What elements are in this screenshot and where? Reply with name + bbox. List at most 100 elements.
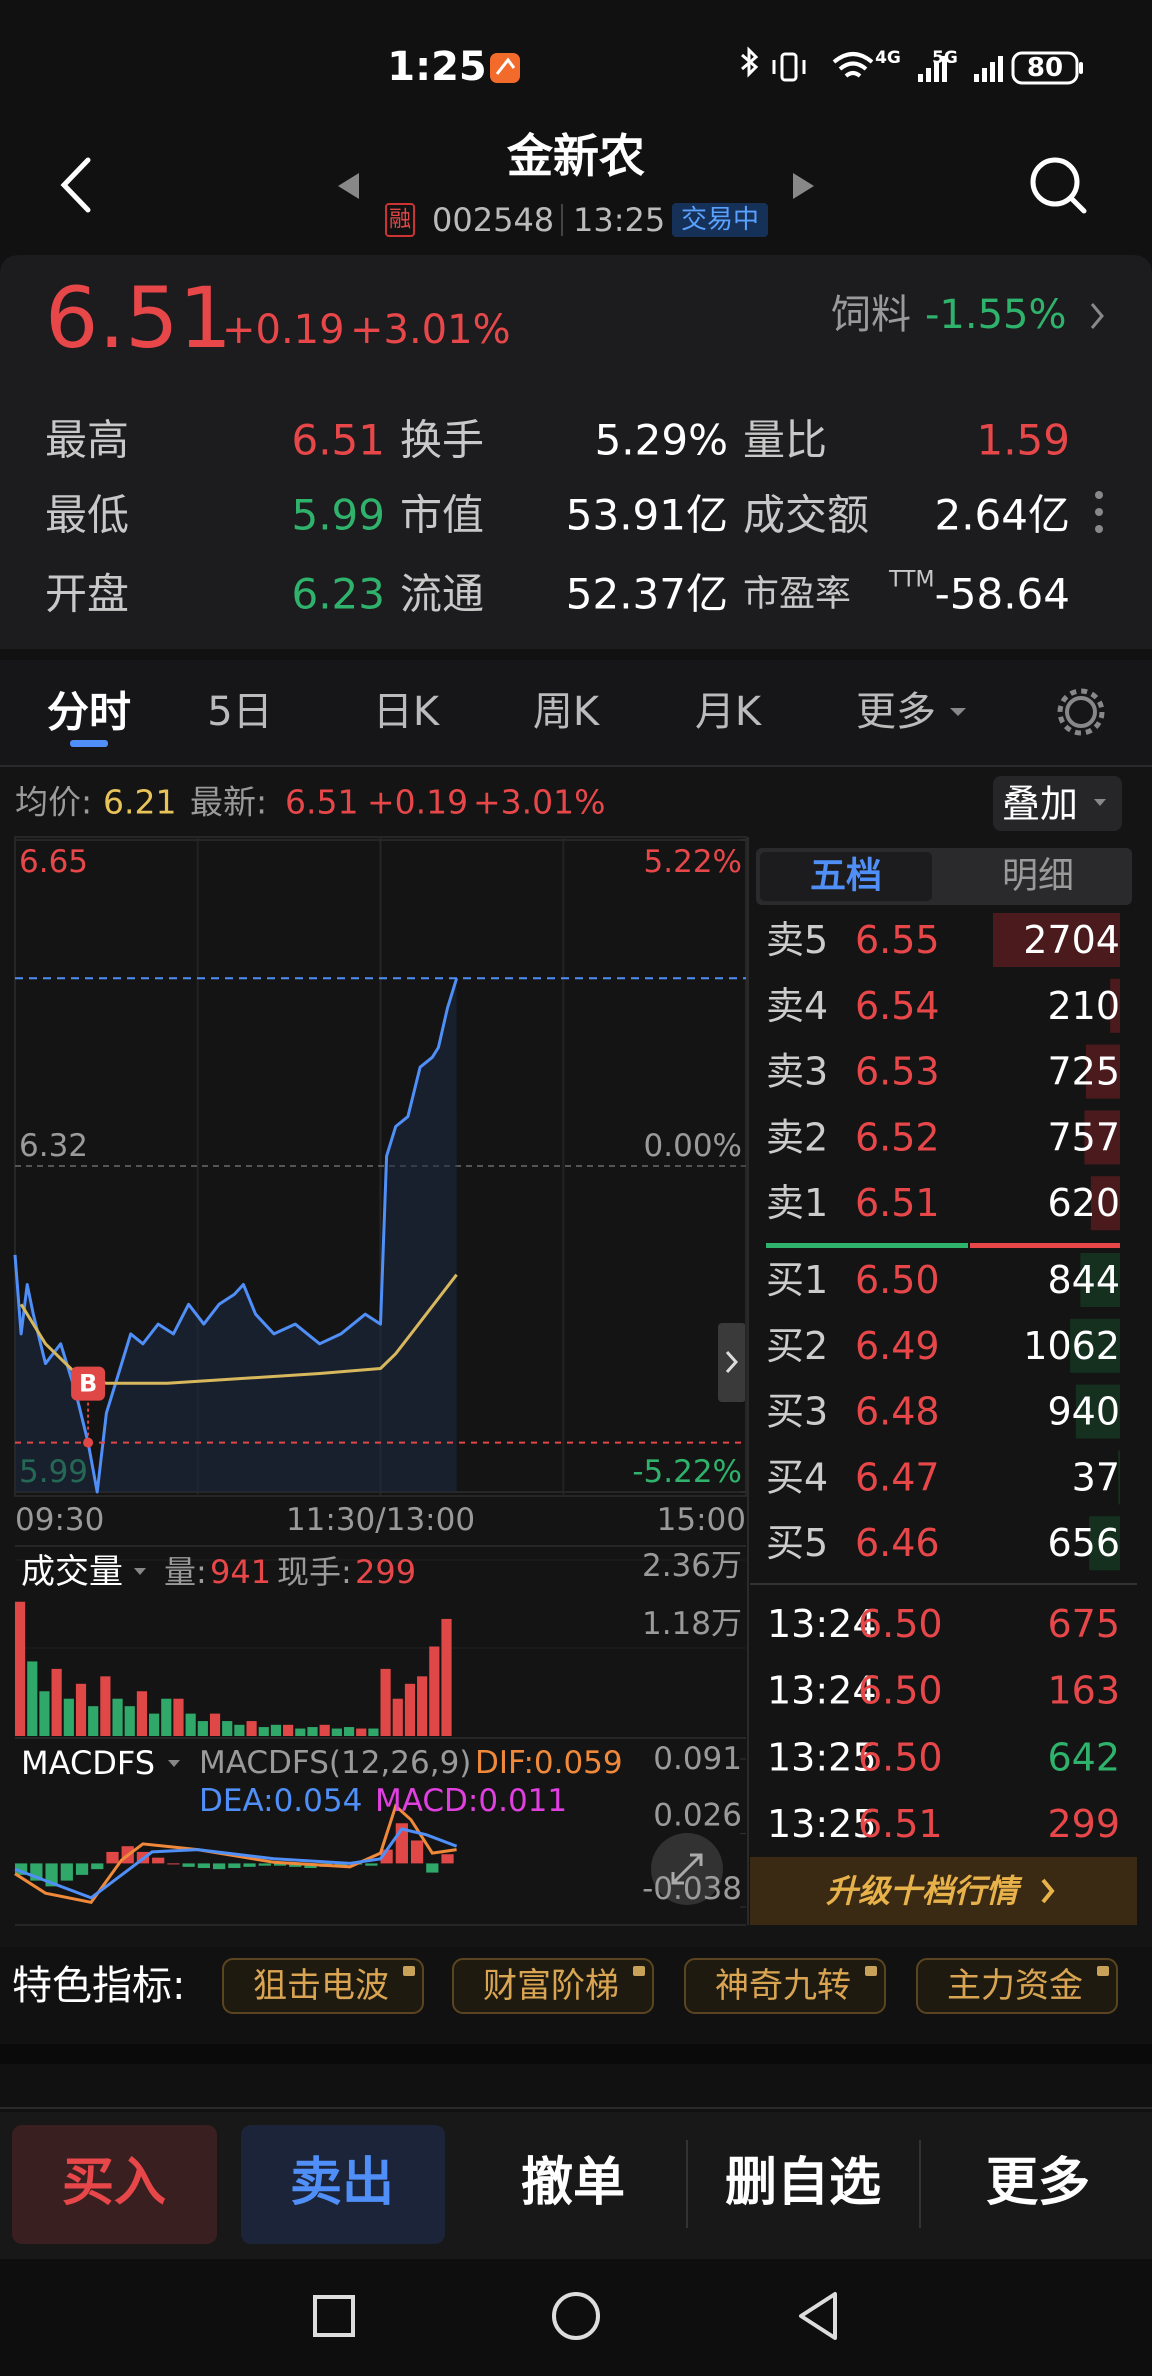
- chart-tab[interactable]: 周K: [533, 689, 601, 735]
- macd-title[interactable]: MACDFS: [21, 1744, 155, 1782]
- depth-bar: [1110, 978, 1120, 1033]
- volume-title[interactable]: 成交量: [21, 1552, 123, 1592]
- trade-price: 6.51: [858, 1802, 943, 1846]
- depth-bar: [1084, 1110, 1120, 1165]
- volume-label: 量:: [164, 1553, 207, 1591]
- stat-value: 2.64亿: [934, 491, 1070, 540]
- battery-icon: [1011, 51, 1079, 85]
- book-volume: 656: [1047, 1521, 1120, 1565]
- trade-price: 6.50: [858, 1602, 943, 1646]
- settings-button[interactable]: [1065, 696, 1097, 728]
- feature-label: 财富阶梯: [483, 1966, 619, 2006]
- macd-bar: [289, 1863, 302, 1867]
- prev-stock[interactable]: [338, 173, 359, 199]
- volume-bar: [429, 1646, 440, 1736]
- trade-volume: 642: [1047, 1735, 1120, 1779]
- book-volume: 757: [1047, 1115, 1120, 1159]
- upgrade-button[interactable]: [750, 1857, 1137, 1925]
- book-tab[interactable]: 五档: [810, 856, 882, 897]
- dropdown-arrow: [950, 708, 966, 716]
- y-tick-label: 0.091: [653, 1741, 742, 1777]
- feature-button[interactable]: [684, 1958, 886, 2014]
- more-dots[interactable]: [1095, 491, 1103, 499]
- feature-button[interactable]: [222, 1958, 424, 2014]
- trade-volume: 299: [1047, 1802, 1120, 1846]
- feature-label: 主力资金: [947, 1966, 1083, 2006]
- avg-label: 均价:: [15, 783, 92, 822]
- stat-value: 1.59: [976, 416, 1070, 465]
- feature-button[interactable]: [452, 1958, 654, 2014]
- book-price: 6.47: [855, 1455, 940, 1499]
- vibrate-icon: [780, 52, 798, 82]
- x-tick-label: 09:30: [15, 1502, 104, 1538]
- action-button[interactable]: 更多: [986, 2153, 1090, 2213]
- stat-label: 最低: [45, 491, 129, 540]
- stat-value: 5.29%: [595, 416, 728, 465]
- volume-bar: [63, 1698, 74, 1736]
- avg-value: 6.21: [103, 783, 176, 822]
- action-button[interactable]: 买入: [62, 2153, 166, 2213]
- overlay-label[interactable]: 叠加: [1002, 782, 1078, 826]
- price-area: [15, 978, 457, 1492]
- stat-label: 市盈率: [743, 574, 851, 615]
- overlay-button[interactable]: [993, 776, 1122, 831]
- volume-bar: [319, 1724, 330, 1736]
- chart-tab[interactable]: 分时: [47, 688, 131, 737]
- back-button[interactable]: [60, 157, 91, 213]
- search-button[interactable]: [1030, 157, 1080, 207]
- stat-label: 开盘: [45, 570, 129, 619]
- chart-tab[interactable]: 5日: [207, 689, 272, 735]
- macd-bar: [15, 1863, 28, 1875]
- lock-icon: [633, 1966, 645, 1976]
- spacer: [0, 2044, 1152, 2064]
- buy-button[interactable]: [12, 2125, 217, 2244]
- book-label: 卖5: [766, 918, 828, 962]
- price-change-pct: +3.01%: [350, 307, 511, 353]
- chart-tab[interactable]: 更多: [856, 689, 936, 735]
- latest-value: 6.51: [285, 783, 358, 822]
- sector-name[interactable]: 饲料: [831, 292, 911, 338]
- depth-bar: [1090, 1176, 1120, 1231]
- latest-label: 最新:: [190, 783, 267, 822]
- next-stock[interactable]: [793, 173, 814, 199]
- bluetooth-icon: [741, 46, 759, 78]
- book-tab-selected[interactable]: [760, 852, 932, 901]
- dropdown-arrow: [134, 1568, 146, 1575]
- book-volume: 844: [1047, 1258, 1120, 1302]
- trading-status: 交易中: [681, 205, 759, 235]
- sell-button[interactable]: [241, 2125, 445, 2244]
- volume-bar: [27, 1661, 38, 1736]
- macd-bar: [410, 1840, 424, 1864]
- stat-label-sup: TTM: [888, 568, 934, 593]
- y-tick-label: 2.36万: [642, 1548, 742, 1584]
- volume-bar: [112, 1698, 123, 1736]
- dropdown-arrow: [1094, 799, 1106, 806]
- book-volume: 725: [1047, 1050, 1120, 1094]
- action-button[interactable]: 卖出: [290, 2153, 394, 2213]
- nav-back[interactable]: [799, 2292, 837, 2340]
- more-dots: [1095, 508, 1103, 516]
- collapse-tab[interactable]: [718, 1323, 746, 1402]
- depth-bar: [993, 913, 1120, 967]
- more-dots: [1095, 525, 1103, 533]
- depth-bar: [1075, 1384, 1120, 1439]
- chart-tab[interactable]: 月K: [695, 689, 763, 735]
- action-button[interactable]: 删自选: [725, 2153, 881, 2213]
- volume-bar: [185, 1713, 196, 1736]
- feature-button[interactable]: [916, 1958, 1118, 2014]
- nav-home[interactable]: [552, 2292, 600, 2340]
- chart-tab[interactable]: 日K: [373, 689, 441, 735]
- volume-value: 941: [210, 1553, 271, 1591]
- depth-bar: [1089, 1516, 1120, 1571]
- sector-link[interactable]: [1090, 303, 1104, 329]
- book-label: 买4: [766, 1455, 828, 1499]
- volume-bar: [88, 1706, 99, 1736]
- book-volume: 210: [1047, 984, 1120, 1028]
- book-tab[interactable]: 明细: [1002, 856, 1074, 897]
- nav-recent[interactable]: [313, 2295, 355, 2337]
- volume-bar: [161, 1698, 172, 1736]
- action-button[interactable]: 撤单: [521, 2153, 625, 2213]
- book-volume: 620: [1047, 1181, 1120, 1225]
- upgrade-label[interactable]: 升级十档行情: [826, 1872, 1023, 1910]
- macd-bar: [60, 1863, 73, 1881]
